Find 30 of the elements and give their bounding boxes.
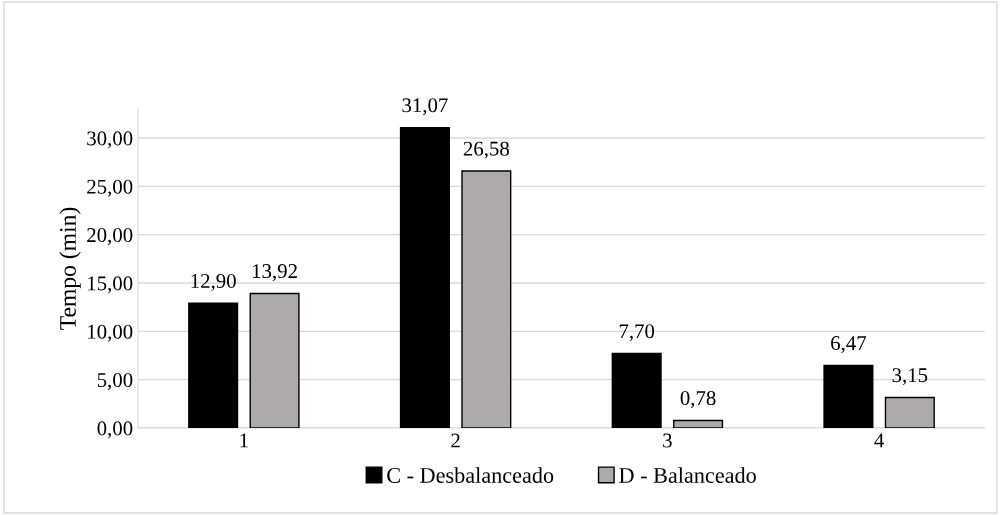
y-tick-label: 20,00 [87,228,133,246]
data-label: 31,07 [402,98,448,116]
data-label: 26,58 [463,141,509,159]
x-tick-label: 4 [874,433,885,448]
data-label: 13,92 [252,264,297,282]
bar [399,126,450,428]
bar [673,419,724,428]
data-label: 12,90 [191,273,236,291]
bar [884,396,935,428]
x-tick-label: 3 [663,433,672,448]
data-label: 6,47 [831,336,867,354]
y-tick-label: 30,00 [87,131,133,149]
y-tick-label: 25,00 [87,179,133,197]
y-tick-label: 5,00 [97,373,133,391]
x-tick-label: 2 [451,433,460,448]
y-tick-label: 15,00 [88,276,133,294]
bar [461,170,512,428]
bar [249,292,300,428]
legend-label: C - Desbalanceado [387,467,554,483]
bar [823,364,874,428]
y-tick-label: 0,00 [97,421,133,439]
x-tick-label: 1 [240,433,248,448]
data-label: 7,70 [619,324,655,342]
y-tick-label: 10,00 [88,324,133,342]
data-label: 3,15 [892,368,928,386]
y-axis-title: Tempo (min) [59,207,81,330]
bar [611,352,662,428]
data-label: 0,78 [680,391,716,409]
legend-label: D - Balanceado [619,467,756,483]
bar [188,302,239,428]
